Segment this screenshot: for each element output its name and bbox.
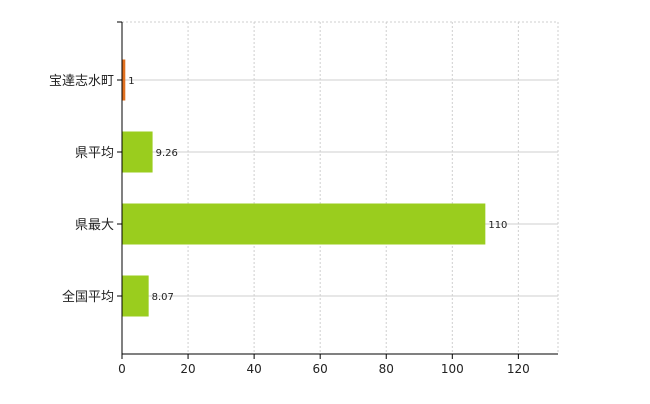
axes (117, 21, 558, 359)
category-label-2: 県最大 (75, 218, 114, 233)
bar-1 (122, 131, 153, 173)
bars (122, 59, 486, 317)
bar-0 (122, 59, 126, 101)
x-tick-label-20: 20 (180, 362, 195, 376)
data-label-1: 9.26 (156, 148, 178, 159)
grid-lines (122, 21, 559, 354)
x-tick-label-100: 100 (441, 362, 464, 376)
x-tick-label-80: 80 (379, 362, 394, 376)
x-tick-label-120: 120 (507, 362, 530, 376)
data-label-0: 1 (128, 76, 134, 87)
category-label-1: 県平均 (75, 146, 114, 161)
data-label-2: 110 (488, 220, 507, 231)
category-label-3: 全国平均 (62, 289, 114, 305)
bar-2 (122, 203, 486, 245)
data-label-3: 8.07 (152, 292, 174, 303)
category-label-0: 宝達志水町 (49, 74, 114, 89)
x-tick-label-40: 40 (246, 362, 261, 376)
bar-3 (122, 275, 149, 317)
x-tick-label-0: 0 (118, 362, 126, 376)
x-tick-label-60: 60 (313, 362, 328, 376)
